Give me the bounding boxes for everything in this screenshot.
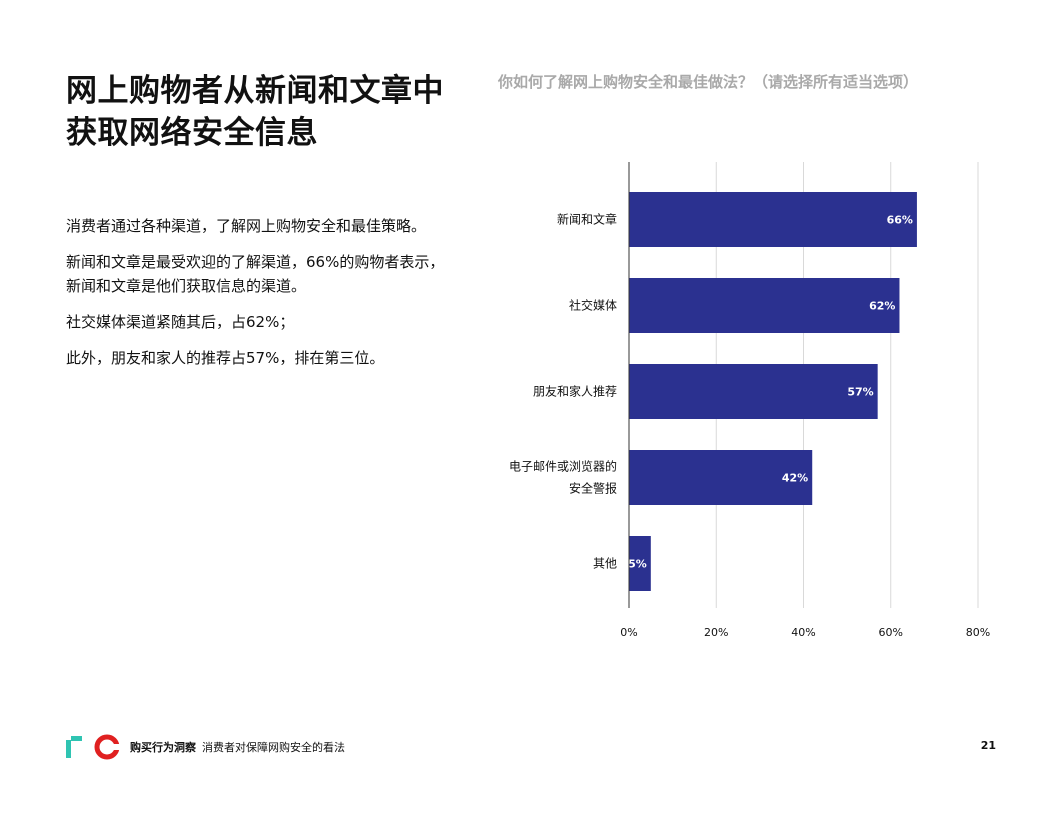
x-tick-label: 80% [966, 626, 990, 639]
body-paragraph-3: 社交媒体渠道紧随其后，占62%； [66, 313, 295, 331]
partner-logo-icon [94, 734, 120, 760]
bar-chart: 66% 新闻和文章 62% 社交媒体 57% 朋友和家人推荐 42% 电子邮件或浏览器的安全警… [509, 162, 990, 639]
bar-value-label: 66% [887, 214, 913, 227]
page-title: 网上购物者从新闻和文章中 获取网络安全信息 [66, 70, 456, 154]
bar-value-label: 62% [869, 300, 895, 313]
chart-title: 你如何了解网上购物安全和最佳做法？（请选择所有适当选项） [498, 73, 919, 91]
bar [629, 364, 878, 419]
footer-brand: 购买行为洞察 [130, 741, 196, 754]
category-label: 朋友和家人推荐 [533, 384, 617, 399]
footer: 购买行为洞察 消费者对保障网购安全的看法 21 [66, 734, 996, 760]
body-paragraph-1: 消费者通过各种渠道，了解网上购物安全和最佳策略。 [66, 217, 427, 235]
category-label: 其他 [593, 557, 617, 571]
body-text: 消费者通过各种渠道，了解网上购物安全和最佳策略。 新闻和文章是最受欢迎的了解渠道… [66, 214, 451, 382]
bar [629, 536, 651, 591]
body-paragraph-4: 此外，朋友和家人的推荐占57%，排在第三位。 [66, 349, 385, 367]
page-title-line-1: 网上购物者从新闻和文章中 [66, 73, 444, 109]
x-tick-label: 0% [620, 626, 637, 639]
bar [629, 192, 917, 247]
category-label: 新闻和文章 [557, 212, 617, 227]
bar [629, 450, 813, 505]
bar-value-label: 57% [847, 386, 873, 399]
category-label: 安全警报 [569, 481, 617, 496]
category-label: 电子邮件或浏览器的 [509, 459, 617, 474]
x-tick-label: 40% [791, 626, 815, 639]
page-title-line-2: 获取网络安全信息 [66, 115, 318, 151]
bar [629, 278, 900, 333]
logo-red-gap [110, 744, 120, 750]
logo-teal-flag [71, 736, 82, 741]
footer-text: 购买行为洞察 消费者对保障网购安全的看法 [130, 739, 345, 755]
logo-teal-bar [66, 740, 71, 758]
body-paragraph-2: 新闻和文章是最受欢迎的了解渠道，66%的购物者表示，新闻和文章是他们获取信息的渠… [66, 253, 445, 295]
footer-subtitle: 消费者对保障网购安全的看法 [202, 741, 345, 754]
bar-value-label: 5% [628, 558, 647, 571]
brand-logo-icon [66, 736, 82, 758]
bar-value-label: 42% [782, 472, 808, 485]
page-number: 21 [980, 739, 996, 752]
x-tick-label: 60% [879, 626, 903, 639]
category-label: 社交媒体 [569, 298, 617, 313]
x-tick-label: 20% [704, 626, 728, 639]
